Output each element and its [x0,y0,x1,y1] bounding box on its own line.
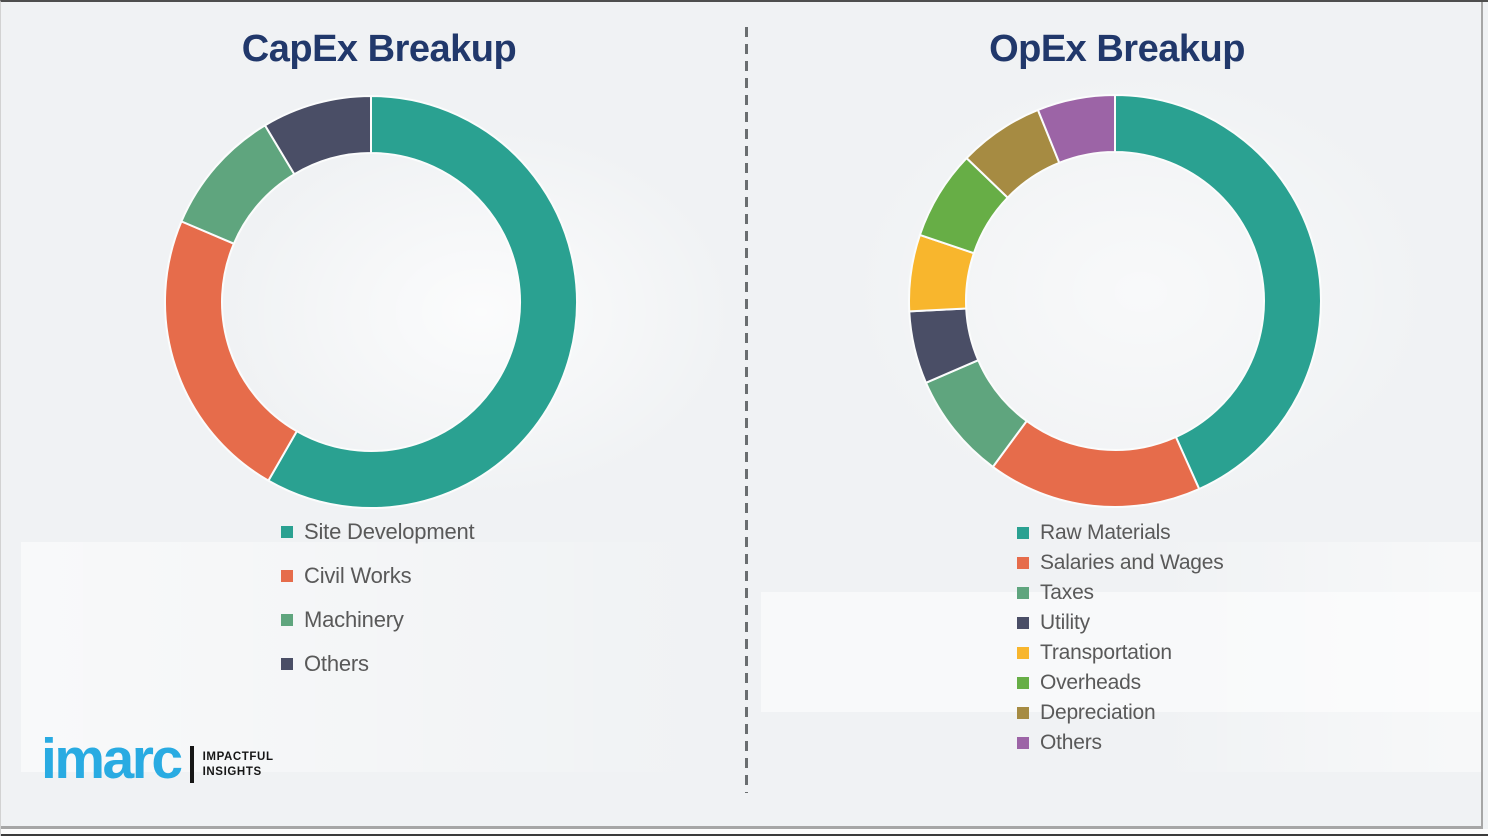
logo-tagline-line2: INSIGHTS [202,765,262,778]
capex-donut-chart [163,95,578,509]
legend-label: Depreciation [1040,701,1156,724]
legend-item-machinery: Machinery [281,598,474,642]
window-bottom-edge [1,834,1488,836]
legend-item-depreciation: Depreciation [1017,698,1224,728]
legend-label: Raw Materials [1040,521,1171,544]
legend-item-others: Others [281,642,474,686]
legend-swatch-icon [1017,557,1029,569]
donut-segment-others [264,95,372,176]
slide-border-right [1481,2,1483,829]
legend-item-utility: Utility [1017,608,1224,638]
legend-item-salaries-and-wages: Salaries and Wages [1017,548,1224,578]
legend-item-taxes: Taxes [1017,578,1224,608]
imarc-logo: imarc IMPACTFUL INSIGHTS [41,731,274,788]
legend-label: Overheads [1040,671,1141,694]
legend-label: Transportation [1040,641,1172,664]
opex-donut-chart [908,94,1322,508]
capex-legend: Site Development Civil Works Machinery O… [281,510,475,686]
legend-swatch-icon [281,614,293,626]
slide-margin-strip [1,829,1488,834]
opex-legend: Raw Materials Salaries and Wages Taxes U… [1017,518,1224,758]
logo-separator-bar [189,746,194,783]
logo-tagline-line1: IMPACTFUL [202,750,274,763]
legend-item-others: Others [1017,728,1224,758]
dashed-divider [745,27,748,793]
legend-swatch-icon [1017,707,1029,719]
slide-border-bottom [1,826,1483,829]
opex-chart-title: OpEx Breakup [989,28,1245,70]
legend-swatch-icon [281,658,293,670]
legend-swatch-icon [1017,527,1029,539]
legend-label: Civil Works [304,563,412,588]
legend-item-overheads: Overheads [1017,668,1224,698]
legend-label: Utility [1040,611,1090,634]
legend-label: Salaries and Wages [1040,551,1224,574]
donut-segment-others [1036,94,1116,164]
legend-item-transportation: Transportation [1017,638,1224,668]
legend-swatch-icon [1017,587,1029,599]
donut-segment-raw-materials [1114,94,1322,491]
legend-label: Others [1040,731,1102,754]
imarc-logo-wordmark: imarc [41,727,183,791]
legend-swatch-icon [1017,677,1029,689]
legend-item-raw-materials: Raw Materials [1017,518,1224,548]
legend-swatch-icon [281,526,293,538]
capex-chart-title: CapEx Breakup [241,28,517,70]
legend-swatch-icon [1017,617,1029,629]
legend-label: Taxes [1040,581,1094,604]
legend-item-civil-works: Civil Works [281,554,474,598]
legend-item-site-development: Site Development [281,510,475,554]
legend-label: Machinery [304,607,404,632]
legend-swatch-icon [281,570,293,582]
legend-swatch-icon [1017,647,1029,659]
legend-label: Others [304,651,369,676]
donut-segment-civil-works [163,220,298,482]
donut-segment-salaries-and-wages [991,419,1201,508]
donut-segment-site-development [267,95,578,509]
logo-tagline: IMPACTFUL INSIGHTS [203,750,274,780]
legend-swatch-icon [1017,737,1029,749]
legend-label: Site Development [304,519,475,544]
